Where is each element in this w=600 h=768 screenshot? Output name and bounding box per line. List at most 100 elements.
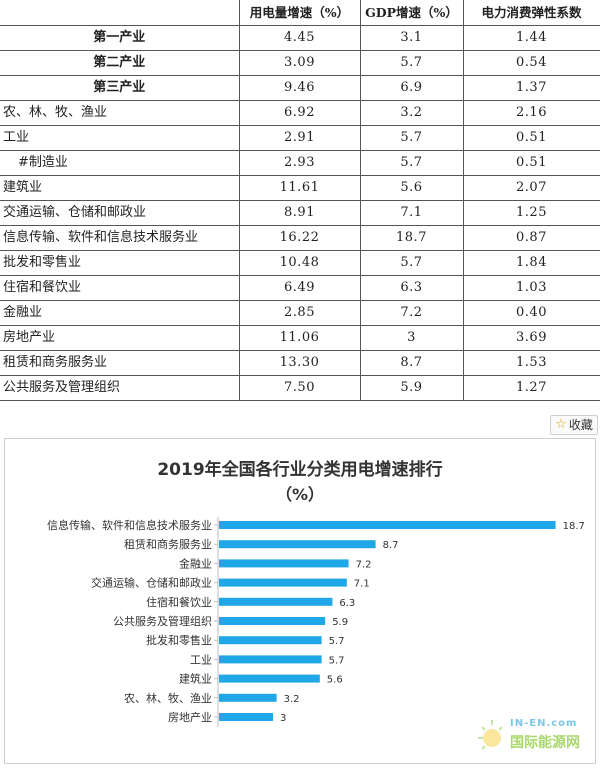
- category-label: 金融业: [179, 556, 212, 570]
- row-power-growth: 9.46: [238, 74, 361, 101]
- favorite-button[interactable]: ☆ 收藏: [550, 415, 598, 435]
- row-power-growth: 6.92: [238, 99, 361, 126]
- header-gdp-growth: GDP增速（%）: [359, 0, 464, 26]
- table-row: 公共服务及管理组织 7.50 5.9 1.27: [0, 374, 600, 401]
- category-label: 住宿和餐饮业: [146, 595, 212, 609]
- value-label: 5.7: [329, 636, 345, 647]
- value-label: 5.6: [327, 675, 343, 686]
- row-gdp-growth: 5.7: [359, 249, 464, 276]
- table-row: 金融业 2.85 7.2 0.40: [0, 299, 600, 326]
- row-industry-label: 工业: [0, 124, 240, 151]
- bar: [219, 655, 322, 664]
- statistics-table: 用电量增速（%） GDP增速（%） 电力消费弹性系数 第一产业 4.45 3.1 1.…: [0, 0, 600, 401]
- sun-logo-icon: [478, 720, 503, 750]
- category-label: 租赁和商务服务业: [124, 537, 212, 551]
- value-label: 5.7: [329, 655, 345, 666]
- table-row: 住宿和餐饮业 6.49 6.3 1.03: [0, 274, 600, 301]
- row-elasticity: 0.87: [462, 224, 600, 251]
- row-industry-label: 金融业: [0, 299, 240, 326]
- row-gdp-growth: 3.1: [359, 24, 464, 51]
- chart-title: 2019年全国各行业分类用电增速排行: [157, 460, 443, 480]
- row-elasticity: 1.84: [462, 249, 600, 276]
- row-power-growth: 2.91: [238, 124, 361, 151]
- row-elasticity: 0.51: [462, 149, 600, 176]
- table-row: 建筑业 11.61 5.6 2.07: [0, 174, 600, 201]
- table-row: 农、林、牧、渔业 6.92 3.2 2.16: [0, 99, 600, 126]
- value-label: 6.3: [339, 598, 355, 609]
- bar: [219, 713, 273, 721]
- row-elasticity: 0.51: [462, 124, 600, 151]
- row-gdp-growth: 18.7: [359, 224, 464, 251]
- table-row: 房地产业 11.06 3 3.69: [0, 324, 600, 351]
- row-gdp-growth: 7.2: [359, 299, 464, 326]
- row-industry-label: 批发和零售业: [0, 249, 240, 276]
- row-elasticity: 1.25: [462, 199, 600, 226]
- row-elasticity: 3.69: [462, 324, 600, 351]
- row-gdp-growth: 5.9: [359, 374, 464, 401]
- statistics-table-container: 用电量增速（%） GDP增速（%） 电力消费弹性系数 第一产业 4.45 3.1 1.…: [0, 0, 600, 401]
- row-industry-label: 住宿和餐饮业: [0, 274, 240, 301]
- row-industry-label: 第二产业: [0, 49, 240, 76]
- row-elasticity: 1.44: [462, 24, 600, 51]
- favorite-label: 收藏: [568, 418, 593, 432]
- row-elasticity: 1.53: [462, 349, 600, 376]
- table-row: 工业 2.91 5.7 0.51: [0, 124, 600, 151]
- table-row: 第二产业 3.09 5.7 0.54: [0, 49, 600, 76]
- row-power-growth: 3.09: [238, 49, 361, 76]
- watermark-logo: IN-EN.com 国际能源网: [470, 712, 590, 762]
- row-power-growth: 8.91: [238, 199, 361, 226]
- row-industry-label: 公共服务及管理组织: [0, 374, 240, 401]
- row-power-growth: 16.22: [238, 224, 361, 251]
- row-power-growth: 10.48: [238, 249, 361, 276]
- row-power-growth: 7.50: [238, 374, 361, 401]
- chart-plot: 信息传输、软件和信息技术服务业 18.7 租赁和商务服务业 8.7 金融业 7.2 交通运输…: [47, 517, 585, 727]
- row-elasticity: 1.27: [462, 374, 600, 401]
- row-gdp-growth: 5.7: [359, 124, 464, 151]
- bar: [219, 597, 333, 606]
- row-gdp-growth: 5.7: [359, 149, 464, 176]
- row-power-growth: 11.06: [238, 324, 361, 351]
- row-power-growth: 6.49: [238, 274, 361, 301]
- header-elasticity: 电力消费弹性系数: [462, 0, 600, 26]
- value-label: 3: [280, 713, 286, 724]
- row-power-growth: 13.30: [238, 349, 361, 376]
- row-industry-label: 第一产业: [0, 24, 240, 51]
- category-label: 交通运输、仓储和邮政业: [91, 576, 212, 590]
- row-industry-label: 建筑业: [0, 174, 240, 201]
- table-row: 交通运输、仓储和邮政业 8.91 7.1 1.25: [0, 199, 600, 226]
- row-gdp-growth: 5.6: [359, 174, 464, 201]
- row-power-growth: 11.61: [238, 174, 361, 201]
- bar: [219, 521, 556, 529]
- watermark-en: IN-EN.com: [510, 718, 578, 729]
- category-label: 信息传输、软件和信息技术服务业: [47, 518, 212, 532]
- value-label: 7.2: [356, 559, 372, 570]
- table-row: 第三产业 9.46 6.9 1.37: [0, 74, 600, 101]
- row-gdp-growth: 6.9: [359, 74, 464, 101]
- row-gdp-growth: 6.3: [359, 274, 464, 301]
- row-elasticity: 1.37: [462, 74, 600, 101]
- bar: [219, 693, 277, 702]
- row-industry-label: 租赁和商务服务业: [0, 349, 240, 376]
- row-power-growth: 2.93: [238, 149, 361, 176]
- category-label: 工业: [190, 653, 212, 666]
- bar: [219, 636, 322, 645]
- chart-subtitle: （%）: [275, 485, 325, 504]
- value-label: 3.2: [284, 694, 300, 705]
- value-label: 18.7: [563, 521, 585, 532]
- row-gdp-growth: 7.1: [359, 199, 464, 226]
- table-body: 第一产业 4.45 3.1 1.44 第二产业 3.09 5.7 0.54 第三产业 9.46 6.…: [0, 24, 600, 401]
- bar-chart: 2019年全国各行业分类用电增速排行 （%） 信息传输、软件和信息技术服务业 18…: [4, 438, 596, 764]
- row-elasticity: 2.07: [462, 174, 600, 201]
- row-industry-label: 信息传输、软件和信息技术服务业: [0, 224, 240, 251]
- category-label: 公共服务及管理组织: [113, 614, 212, 628]
- table-header-row: 用电量增速（%） GDP增速（%） 电力消费弹性系数: [0, 0, 600, 26]
- header-power-growth: 用电量增速（%）: [238, 0, 361, 26]
- star-icon: ☆: [555, 417, 567, 432]
- category-label: 批发和零售业: [146, 633, 212, 647]
- row-power-growth: 2.85: [238, 299, 361, 326]
- row-industry-label: 第三产业: [0, 74, 240, 101]
- table-row: 批发和零售业 10.48 5.7 1.84: [0, 249, 600, 276]
- row-elasticity: 0.54: [462, 49, 600, 76]
- category-label: 房地产业: [168, 710, 212, 724]
- row-gdp-growth: 8.7: [359, 349, 464, 376]
